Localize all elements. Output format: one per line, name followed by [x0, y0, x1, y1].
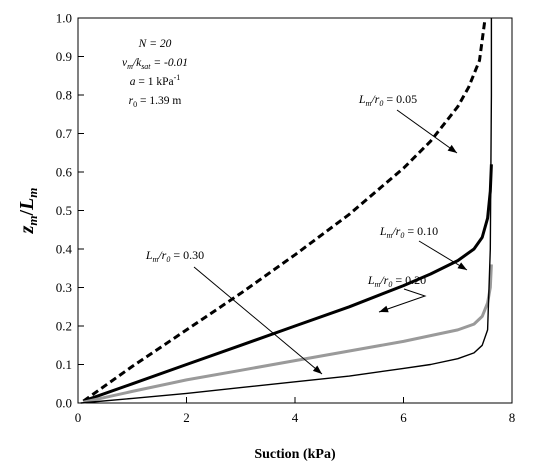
arrowhead	[457, 262, 467, 270]
curve-label: Lm/r0 = 0.20	[367, 273, 426, 289]
annotation-arrow	[193, 266, 323, 375]
y-tick-label: 0.9	[56, 49, 72, 64]
series-line	[80, 18, 493, 404]
x-tick-label: 8	[509, 410, 516, 425]
annotations: N = 20 vm/ksat = -0.01 a = 1 kPa-1 r0 = 1.3…	[122, 38, 468, 375]
y-tick-label: 0.8	[56, 88, 72, 103]
arrowhead	[379, 305, 389, 313]
series-line	[82, 19, 487, 403]
arrowhead	[312, 365, 322, 374]
parameter-label: a = 1 kPa-1	[130, 73, 181, 88]
y-tick-label: 0.5	[56, 203, 72, 218]
parameter-label: N = 20	[138, 38, 172, 50]
x-tick-label: 4	[292, 410, 299, 425]
y-axis-title: zm/Lm	[16, 188, 40, 235]
annotation-arrow	[378, 288, 427, 313]
curve-label: Lm/r0 = 0.10	[379, 224, 438, 240]
axes: Suction (kPa) zm/Lm	[16, 17, 513, 462]
y-tick-label: 0.7	[56, 126, 73, 141]
series-line	[82, 164, 493, 403]
curve-label: Lm/r0 = 0.05	[358, 92, 417, 108]
series-group	[80, 18, 493, 404]
x-tick-label: 2	[183, 410, 190, 425]
parameter-label: r0 = 1.39 m	[129, 95, 182, 109]
series-line	[83, 264, 493, 404]
x-tick-label: 6	[400, 410, 407, 425]
parameter-label: vm/ksat = -0.01	[122, 57, 188, 71]
y-tick-label: 0.4	[56, 242, 73, 257]
ticks: 0 2 4 6 8 0.0 0.1 0.2 0.3 0.4 0.5 0.6 0.7 0.8 0.9 1.0	[56, 11, 516, 426]
x-tick-label: 0	[75, 410, 82, 425]
y-tick-label: 0.3	[56, 280, 72, 295]
y-tick-label: 1.0	[56, 11, 72, 26]
annotation-arrow	[418, 240, 468, 271]
curve-label: Lm/r0 = 0.30	[145, 248, 204, 264]
y-tick-label: 0.1	[56, 357, 72, 372]
y-tick-label: 0.0	[56, 396, 72, 411]
x-axis-title: Suction (kPa)	[254, 447, 336, 462]
y-tick-label: 0.6	[56, 165, 73, 180]
annotation-arrow	[396, 109, 458, 154]
arrowhead	[447, 144, 457, 153]
y-tick-label: 0.2	[56, 319, 72, 334]
